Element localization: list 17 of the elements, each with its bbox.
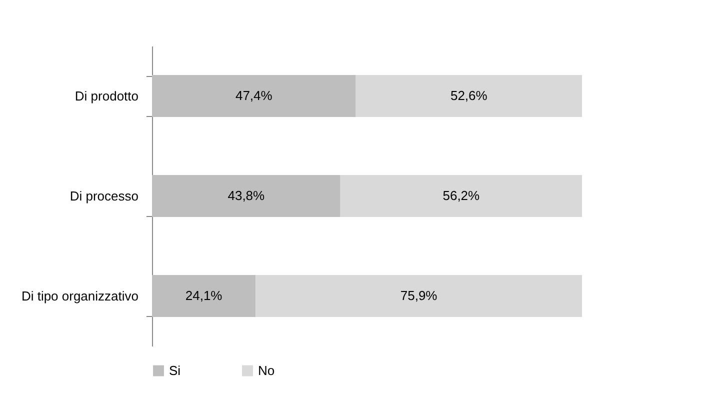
bar	[152, 275, 256, 317]
legend-label: No	[258, 362, 275, 378]
data-label: 24,1%	[185, 288, 223, 303]
bar	[256, 275, 582, 317]
data-label: 43,8%	[228, 188, 266, 203]
bar	[152, 175, 340, 217]
bar	[340, 175, 582, 217]
data-label: 52,6%	[450, 88, 488, 103]
data-label: 75,9%	[400, 288, 438, 303]
legend-label: Si	[169, 362, 181, 378]
bar	[152, 75, 356, 117]
bar	[356, 75, 582, 117]
y-tick-label: Di processo	[70, 188, 138, 204]
y-tick-label: Di prodotto	[74, 88, 138, 104]
data-label: 47,4%	[235, 88, 273, 103]
data-label: 56,2%	[442, 188, 480, 203]
y-tick-label: Di tipo organizzativo	[21, 288, 138, 304]
